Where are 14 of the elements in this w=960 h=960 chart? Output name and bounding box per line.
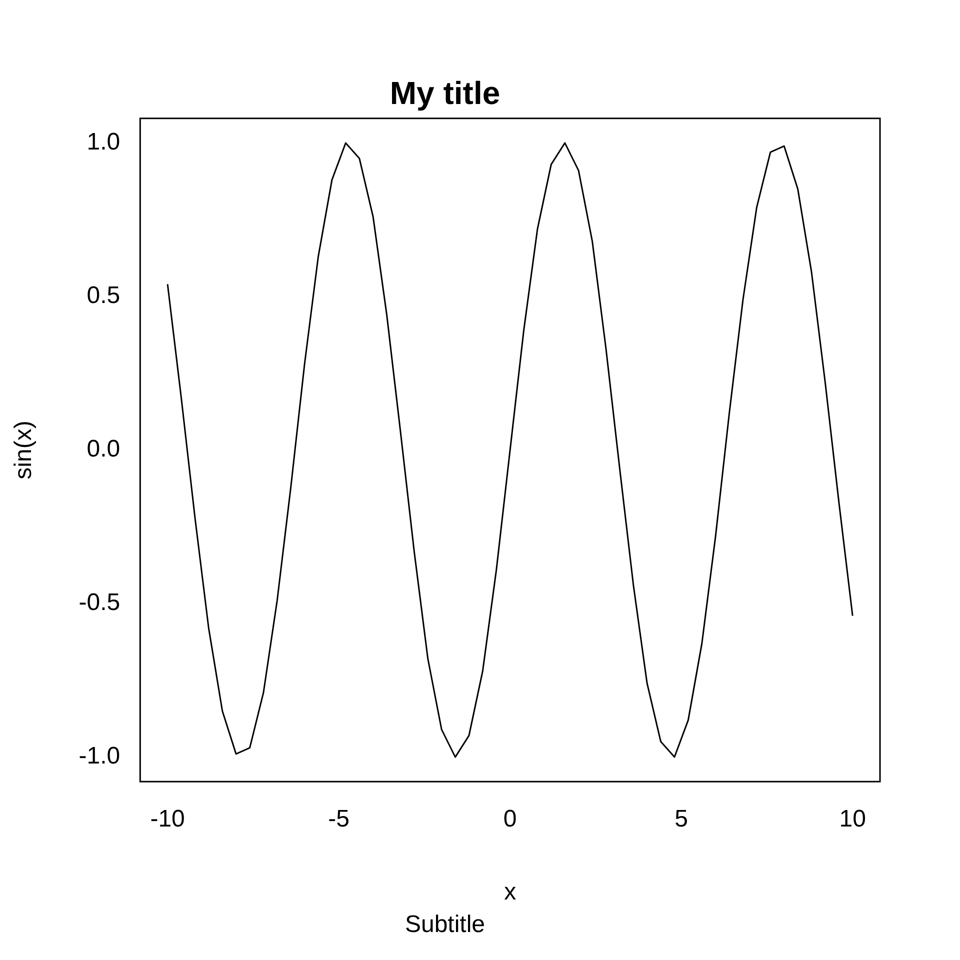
x-tick-label: 5 <box>674 806 688 833</box>
y-tick-label: -0.5 <box>78 589 120 616</box>
y-axis-title: sin(x) <box>10 420 38 480</box>
x-tick-label: -10 <box>150 806 185 833</box>
x-tick-label: 10 <box>839 806 866 833</box>
x-axis-title: x <box>504 878 516 906</box>
text: Subtitle <box>404 911 486 938</box>
y-tick-label: -1.0 <box>78 742 120 770</box>
y-tick-label: 1.0 <box>86 128 120 156</box>
y-tick-label: 0.5 <box>86 282 120 310</box>
y-tick-label: 0.0 <box>86 436 120 463</box>
x-tick-label: -5 <box>328 806 350 833</box>
x-tick-label: 0 <box>503 806 517 833</box>
chart-title: My title <box>390 75 500 112</box>
